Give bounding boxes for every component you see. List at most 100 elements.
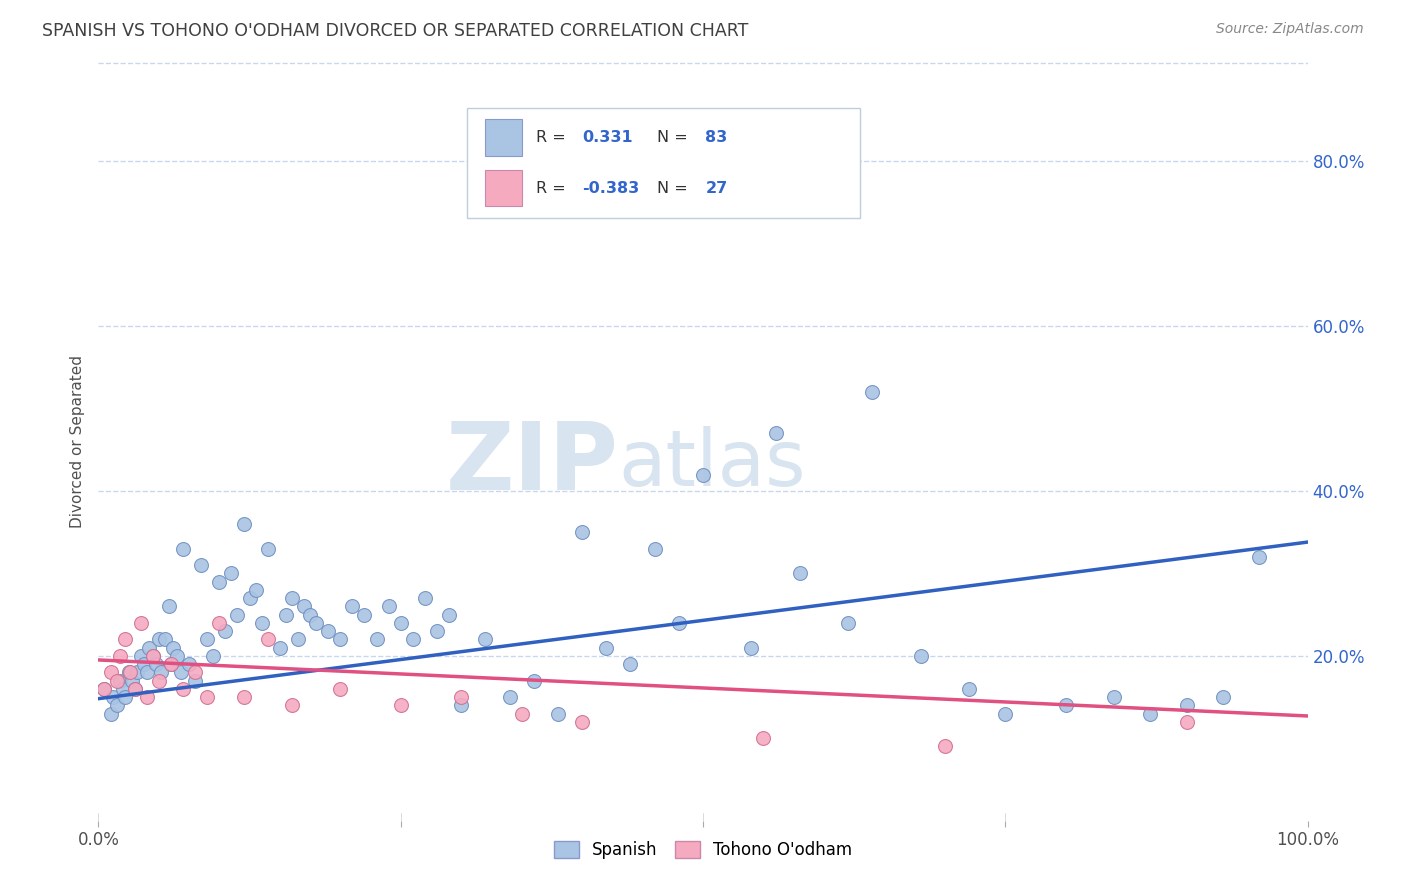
- FancyBboxPatch shape: [467, 108, 860, 218]
- Point: [153, 632, 176, 647]
- Legend: Spanish, Tohono O'odham: Spanish, Tohono O'odham: [547, 834, 859, 865]
- Point: [145, 657, 167, 671]
- Point: [184, 673, 207, 688]
- Point: [934, 739, 956, 754]
- Point: [195, 690, 218, 704]
- Point: [172, 681, 194, 696]
- Point: [450, 690, 472, 704]
- Point: [111, 681, 134, 696]
- Point: [571, 525, 593, 540]
- Point: [160, 657, 183, 671]
- Point: [837, 615, 859, 630]
- Point: [214, 624, 236, 639]
- Point: [129, 615, 152, 630]
- Point: [100, 706, 122, 721]
- Point: [221, 566, 243, 581]
- Point: [281, 698, 304, 713]
- Point: [353, 607, 375, 622]
- Point: [118, 665, 141, 680]
- Point: [450, 698, 472, 713]
- Text: N =: N =: [657, 130, 693, 145]
- Point: [138, 640, 160, 655]
- Point: [619, 657, 641, 671]
- Point: [994, 706, 1017, 721]
- Point: [142, 648, 165, 663]
- Point: [860, 385, 883, 400]
- Point: [789, 566, 811, 581]
- Point: [281, 591, 304, 606]
- Point: [256, 541, 278, 556]
- Point: [114, 632, 136, 647]
- Point: [166, 648, 188, 663]
- Point: [157, 599, 180, 614]
- Point: [342, 599, 364, 614]
- Point: [1212, 690, 1234, 704]
- Point: [1175, 714, 1198, 729]
- Point: [179, 657, 201, 671]
- Point: [1102, 690, 1125, 704]
- Point: [740, 640, 762, 655]
- Point: [108, 648, 131, 663]
- Point: [160, 657, 183, 671]
- Point: [121, 673, 143, 688]
- Point: [134, 657, 156, 671]
- Text: N =: N =: [657, 181, 693, 196]
- Point: [208, 615, 231, 630]
- Point: [366, 632, 388, 647]
- Point: [100, 665, 122, 680]
- Point: [108, 673, 131, 688]
- Point: [287, 632, 309, 647]
- Point: [377, 599, 399, 614]
- Point: [114, 690, 136, 704]
- Point: [232, 690, 254, 704]
- Point: [1175, 698, 1198, 713]
- Point: [305, 615, 328, 630]
- Point: [101, 690, 124, 704]
- Point: [329, 681, 352, 696]
- Point: [547, 706, 569, 721]
- Point: [195, 632, 218, 647]
- Point: [129, 648, 152, 663]
- Text: Source: ZipAtlas.com: Source: ZipAtlas.com: [1216, 22, 1364, 37]
- Point: [148, 632, 170, 647]
- Point: [389, 698, 412, 713]
- FancyBboxPatch shape: [485, 120, 522, 156]
- Point: [93, 681, 115, 696]
- Text: 0.331: 0.331: [582, 130, 633, 145]
- Point: [474, 632, 496, 647]
- Point: [184, 665, 207, 680]
- Point: [571, 714, 593, 729]
- Point: [1054, 698, 1077, 713]
- Text: ZIP: ZIP: [446, 418, 619, 510]
- Point: [1249, 549, 1271, 564]
- Text: 83: 83: [706, 130, 728, 145]
- Text: SPANISH VS TOHONO O'ODHAM DIVORCED OR SEPARATED CORRELATION CHART: SPANISH VS TOHONO O'ODHAM DIVORCED OR SE…: [42, 22, 748, 40]
- Point: [202, 648, 225, 663]
- Point: [413, 591, 436, 606]
- Point: [150, 665, 173, 680]
- Point: [148, 673, 170, 688]
- Text: R =: R =: [536, 181, 571, 196]
- Point: [124, 681, 146, 696]
- Point: [316, 624, 339, 639]
- Point: [245, 582, 267, 597]
- Point: [162, 640, 184, 655]
- Point: [595, 640, 617, 655]
- Point: [135, 690, 157, 704]
- Text: R =: R =: [536, 130, 571, 145]
- Point: [93, 681, 115, 696]
- Point: [190, 558, 212, 573]
- Point: [269, 640, 291, 655]
- Point: [389, 615, 412, 630]
- Point: [644, 541, 666, 556]
- Point: [510, 706, 533, 721]
- Text: 27: 27: [706, 181, 728, 196]
- Point: [250, 615, 273, 630]
- Point: [498, 690, 520, 704]
- Point: [765, 426, 787, 441]
- FancyBboxPatch shape: [485, 170, 522, 206]
- Point: [172, 541, 194, 556]
- Point: [135, 665, 157, 680]
- Point: [124, 681, 146, 696]
- Point: [752, 731, 775, 746]
